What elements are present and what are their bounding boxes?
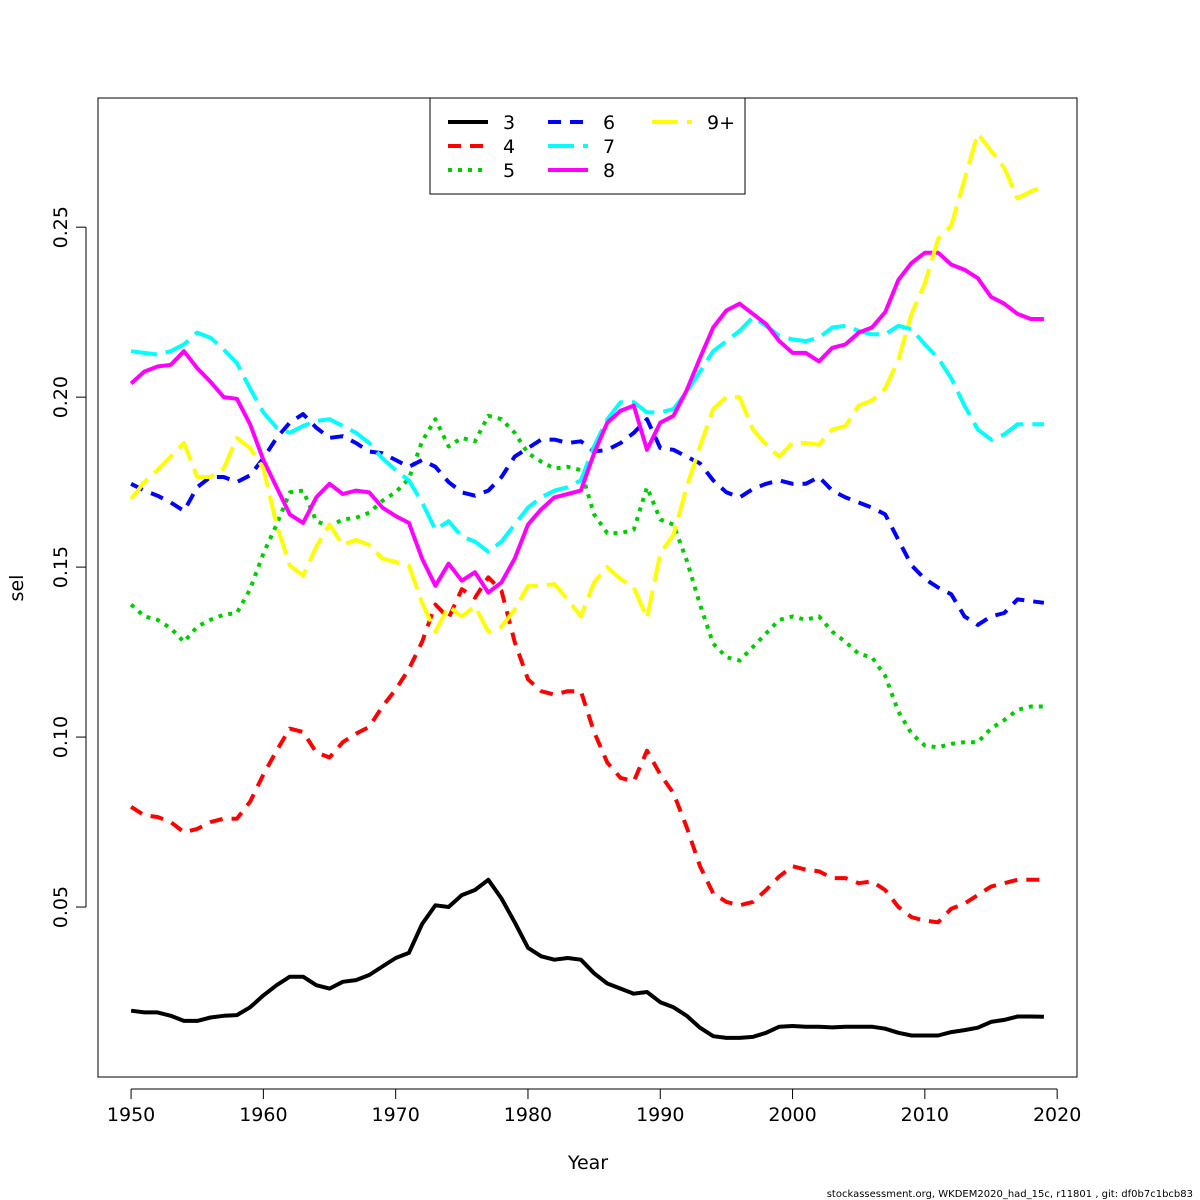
y-tick-label: 0.15 xyxy=(50,546,72,588)
legend-label: 6 xyxy=(603,112,615,134)
y-axis-title: sel xyxy=(6,575,28,602)
x-tick-label: 1970 xyxy=(371,1104,419,1126)
x-tick-label: 2000 xyxy=(768,1104,816,1126)
legend-label: 7 xyxy=(603,136,615,158)
x-axis: 1950 1960 1970 1980 1990 2000 2010 2020 xyxy=(107,1088,1081,1126)
series-line-1 xyxy=(130,877,1044,1040)
y-tick-label: 0.10 xyxy=(50,716,72,758)
x-tick-label: 1980 xyxy=(504,1104,552,1126)
series-line-3 xyxy=(129,413,1044,750)
y-tick-label: 0.05 xyxy=(50,886,72,928)
x-tick-label: 2010 xyxy=(901,1104,949,1126)
series-line-2 xyxy=(130,575,1044,925)
x-tick-label: 1960 xyxy=(239,1104,287,1126)
series-line-6 xyxy=(129,250,1044,595)
legend-label: 4 xyxy=(503,136,515,158)
series-line-4 xyxy=(130,412,1045,627)
x-tick-label: 1990 xyxy=(636,1104,684,1126)
legend: 345 678 9+ xyxy=(429,97,746,195)
y-tick-label: 0.25 xyxy=(50,206,72,248)
series-layer xyxy=(129,131,1045,1040)
legend-label: 8 xyxy=(603,160,615,182)
y-axis: 0.05 0.10 0.15 0.20 0.25 xyxy=(50,206,87,928)
series-line-5 xyxy=(130,315,1044,554)
x-axis-title: Year xyxy=(567,1152,608,1174)
legend-label: 5 xyxy=(503,160,515,182)
legend-label: 9+ xyxy=(707,112,735,134)
legend-label: 3 xyxy=(503,112,515,134)
y-tick-label: 0.20 xyxy=(50,376,72,418)
footer-note: stockassessment.org, WKDEM2020_had_15c, … xyxy=(827,1189,1193,1200)
x-tick-label: 1950 xyxy=(107,1104,155,1126)
series-line-7 xyxy=(129,131,1045,634)
x-tick-label: 2020 xyxy=(1033,1104,1081,1126)
